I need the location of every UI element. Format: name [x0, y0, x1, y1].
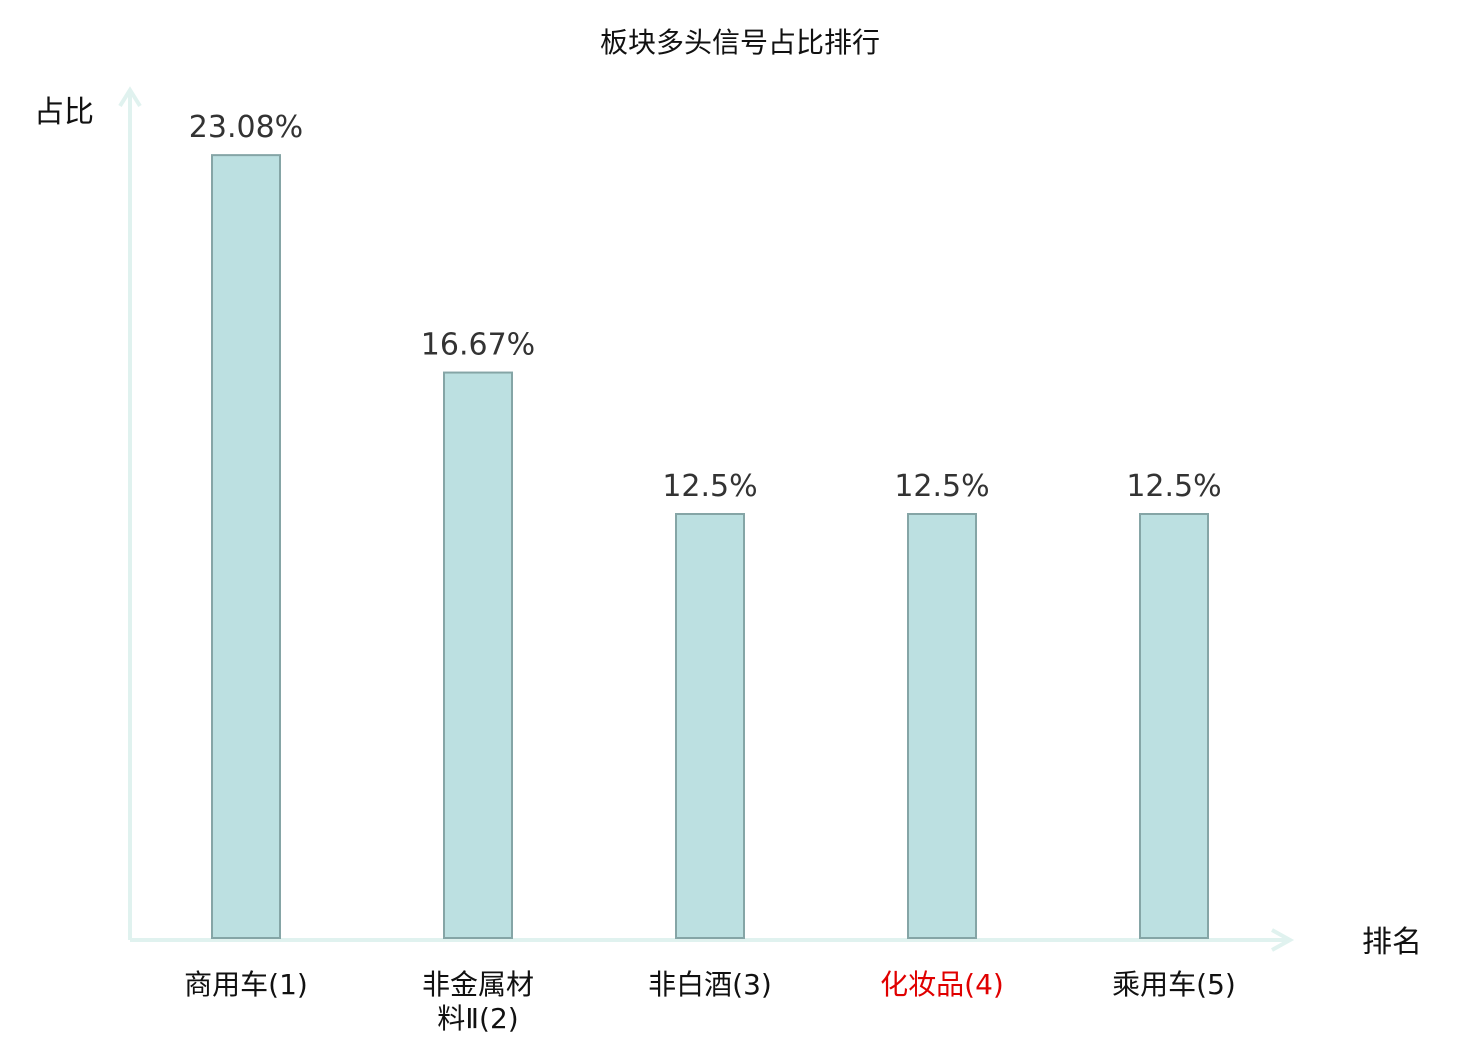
chart-title: 板块多头信号占比排行	[600, 26, 880, 59]
y-axis-arrow	[118, 86, 142, 108]
x-tick-label: 乘用车(5)	[1112, 968, 1236, 1001]
bar-value-label: 12.5%	[662, 469, 757, 504]
x-axis-arrow	[1271, 928, 1295, 952]
axes	[118, 86, 1295, 952]
bar[interactable]	[211, 154, 281, 939]
bars	[211, 154, 1209, 939]
x-tick-label: 料Ⅱ(2)	[437, 1002, 518, 1035]
bar-value-label: 16.67%	[421, 328, 535, 363]
x-tick-label: 非白酒(3)	[648, 968, 772, 1001]
x-tick-label: 化妆品(4)	[880, 968, 1004, 1001]
x-tick-label: 非金属材	[422, 968, 534, 1001]
bar[interactable]	[675, 513, 745, 939]
bar-value-label: 12.5%	[894, 469, 989, 504]
bar[interactable]	[907, 513, 977, 939]
value-labels: 23.08% 16.67% 12.5% 12.5% 12.5%	[189, 110, 1222, 504]
y-axis-label: 占比	[34, 95, 94, 130]
bar-value-label: 12.5%	[1126, 469, 1221, 504]
bar[interactable]	[443, 371, 513, 939]
bar-value-label: 23.08%	[189, 110, 303, 145]
bar[interactable]	[1139, 513, 1209, 939]
x-tick-label: 商用车(1)	[184, 968, 308, 1001]
x-axis-label: 排名	[1362, 925, 1422, 960]
